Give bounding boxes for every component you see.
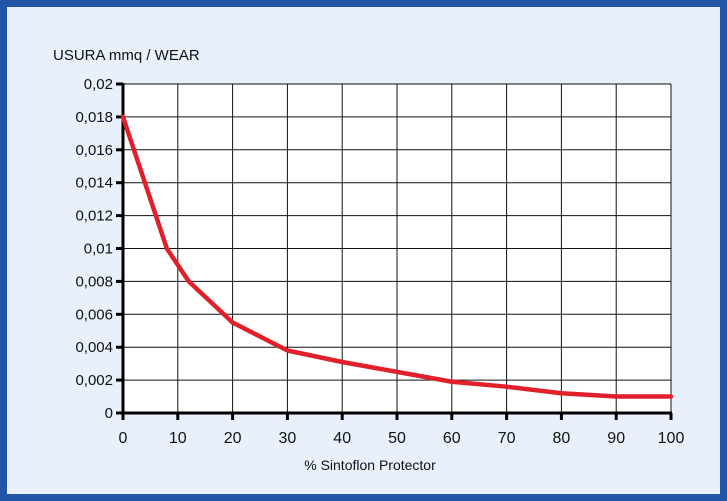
wear-series-line xyxy=(120,114,674,399)
y-tick-label: 0,006 xyxy=(75,306,113,323)
x-axis-label: % Sintoflon Protector xyxy=(304,457,436,473)
x-tick-label: 10 xyxy=(169,430,187,447)
y-tick-label: 0,012 xyxy=(75,208,113,225)
y-tick-label: 0,014 xyxy=(75,175,113,192)
x-tick-label: 60 xyxy=(443,430,461,447)
y-tick-label: 0,02 xyxy=(84,76,113,93)
y-tick-label: 0,018 xyxy=(75,109,113,126)
y-tick-label: 0,008 xyxy=(75,273,113,290)
y-tick-label: 0,01 xyxy=(84,241,113,258)
x-tick-label: 70 xyxy=(498,430,516,447)
x-tick-label: 30 xyxy=(279,430,297,447)
y-tick-label: 0 xyxy=(105,405,113,422)
y-tick-label: 0,016 xyxy=(75,142,113,159)
x-tick-label: 100 xyxy=(658,430,685,447)
x-tick-label: 80 xyxy=(553,430,571,447)
x-tick-label: 0 xyxy=(119,430,128,447)
chart-title: USURA mmq / WEAR xyxy=(53,47,200,64)
x-tick-label: 90 xyxy=(607,430,625,447)
x-tick-label: 20 xyxy=(224,430,242,447)
x-tick-label: 50 xyxy=(388,430,406,447)
x-tick-label: 40 xyxy=(333,430,351,447)
y-tick-label: 0,002 xyxy=(75,372,113,389)
y-tick-label: 0,004 xyxy=(75,339,113,356)
